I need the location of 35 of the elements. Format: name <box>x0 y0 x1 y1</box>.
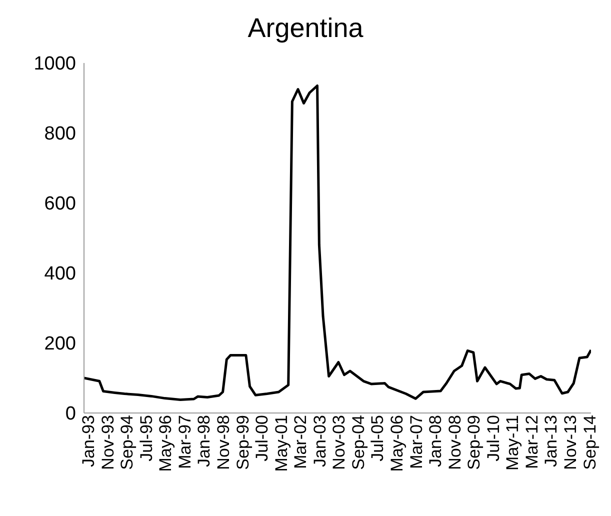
x-tick-label: Sep-99 <box>233 415 252 470</box>
x-tick-label: Jan-03 <box>310 415 330 467</box>
x-tick-label: Sep-14 <box>580 415 600 470</box>
x-tick-label: Jan-13 <box>542 415 561 467</box>
x-tick-label: Jul-00 <box>252 415 272 462</box>
x-tick-label: Jul-10 <box>484 415 503 462</box>
x-tick-label: May-06 <box>388 415 407 472</box>
x-tick-label: Mar-07 <box>406 415 426 469</box>
x-tick-label: Nov-13 <box>561 415 580 470</box>
x-tick-label: May-96 <box>156 415 176 472</box>
x-tick-label: May-01 <box>272 415 291 472</box>
x-tick-label: Jan-93 <box>79 415 98 467</box>
y-tick-label: 1000 <box>34 54 76 75</box>
x-tick-label: Mar-02 <box>291 415 310 469</box>
x-tick-label: Sep-09 <box>464 415 484 470</box>
x-tick-label: Jan-08 <box>426 415 446 467</box>
x-tick-label: Mar-12 <box>522 415 542 469</box>
x-tick-label: Nov-98 <box>214 415 234 470</box>
x-tick-label: Mar-97 <box>175 415 194 469</box>
x-tick-label: May-11 <box>503 415 522 470</box>
x-tick-label: Jan-98 <box>194 415 214 467</box>
y-tick-label: 800 <box>44 124 76 145</box>
x-tick-label: Sep-94 <box>118 415 137 470</box>
x-tick-label: Nov-93 <box>98 415 118 470</box>
y-tick-label: 600 <box>44 194 76 215</box>
x-tick-label: Jul-05 <box>368 415 388 462</box>
x-tick-label: Nov-08 <box>445 415 464 470</box>
y-tick-label: 0 <box>65 404 76 425</box>
x-tick-label: Sep-04 <box>348 415 368 470</box>
x-tick-label: Nov-03 <box>330 415 349 470</box>
line-series <box>84 84 591 401</box>
x-tick-label: Jul-95 <box>136 415 156 462</box>
y-tick-label: 400 <box>44 264 76 285</box>
chart-title: Argentina <box>246 12 364 45</box>
y-tick-label: 200 <box>44 334 76 355</box>
